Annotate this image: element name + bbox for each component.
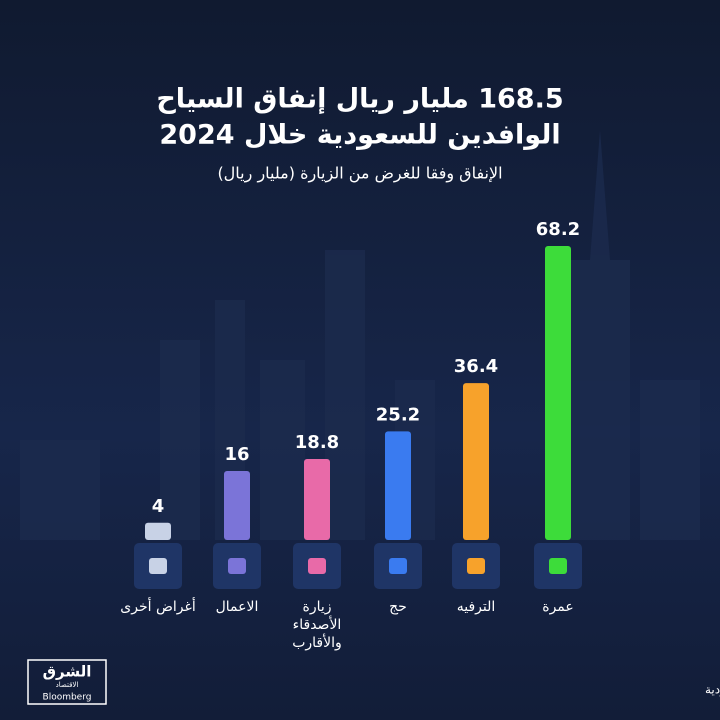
value-label: 25.2: [376, 404, 420, 425]
category-label: عمرة: [542, 599, 574, 615]
value-label: 68.2: [536, 219, 580, 240]
value-label: 16: [224, 444, 249, 465]
bar: [545, 246, 571, 540]
category-label: الاعمال: [215, 599, 259, 615]
icon: [389, 558, 407, 574]
title: 168.5 مليار ريال إنفاق السياح: [156, 84, 563, 115]
icon: [308, 558, 326, 574]
category-label: أغراض أخرى: [120, 599, 196, 615]
bar: [463, 383, 489, 540]
logo-sub: الاقتصاد: [56, 681, 79, 689]
category-label: الترفيه: [456, 599, 496, 615]
icon: [467, 558, 485, 574]
bar: [385, 431, 411, 540]
icon: [549, 558, 567, 574]
category-label: حج: [389, 599, 407, 615]
bar: [304, 458, 330, 540]
logo-box: [27, 659, 107, 705]
value-label: 4: [152, 496, 165, 517]
bar: [145, 522, 171, 540]
value-label: 36.4: [454, 356, 498, 377]
category-label: زيارة الأصدقاء والأقارب: [292, 599, 342, 651]
skyline: [20, 130, 700, 540]
bar: [224, 471, 250, 540]
title: الوافدين للسعودية خلال 2024: [159, 120, 560, 151]
logo-arabic: الشرق: [43, 663, 92, 681]
value-label: 18.8: [295, 432, 339, 453]
source: المصدر: بيانات وزارة السياحة السعودية: [705, 683, 720, 698]
icon: [228, 558, 246, 574]
logo-english: Bloomberg: [43, 693, 92, 703]
subtitle: الإنفاق وفقا للغرض من الزيارة (مليار ريا…: [217, 164, 502, 184]
icon: [149, 558, 167, 574]
